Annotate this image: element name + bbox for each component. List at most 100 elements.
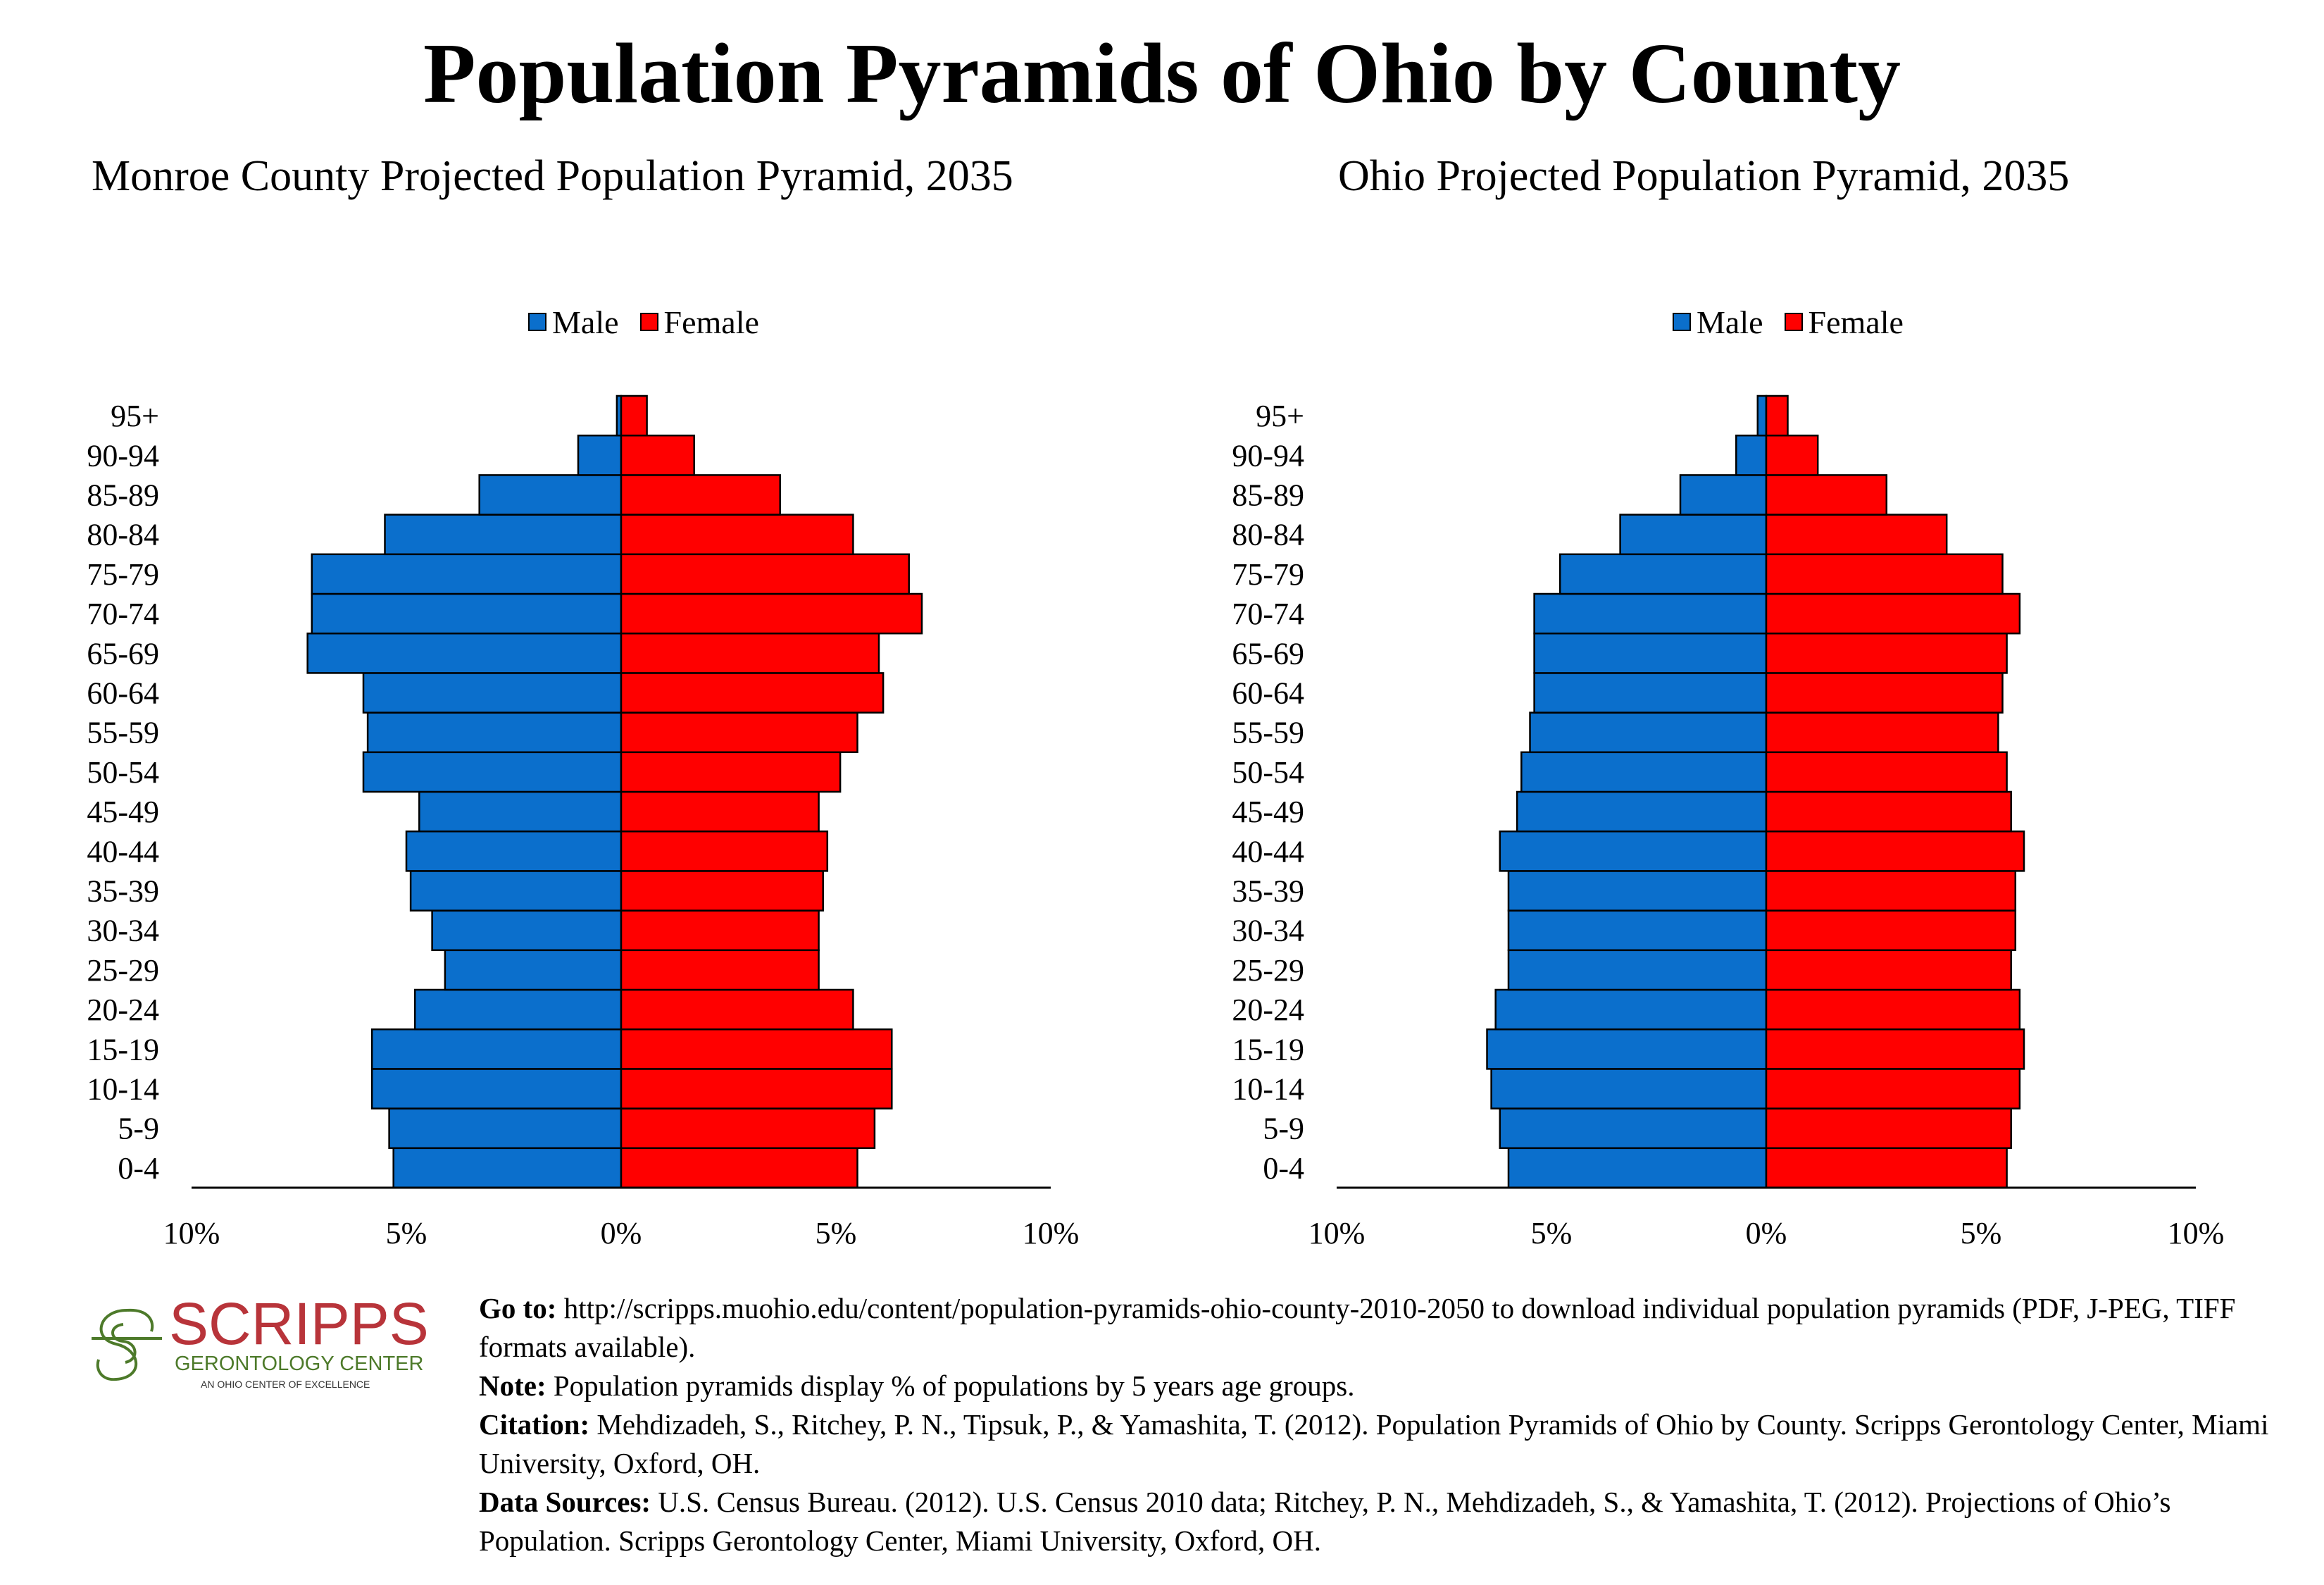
monroe-bar-female-50-54 — [620, 751, 842, 793]
ohio-bar-male-80-84 — [1619, 514, 1768, 556]
male-swatch — [1673, 313, 1691, 331]
monroe-bar-male-40-44 — [405, 830, 623, 872]
monroe-age-label: 35-39 — [87, 874, 159, 909]
footer-sources: Data Sources: U.S. Census Bureau. (2012)… — [479, 1486, 2171, 1557]
ohio-bar-female-30-34 — [1765, 909, 2017, 952]
ohio-pyramid: 0-4 5-9 10-14 15-19 20-24 25-29 30-34 35-39 40-4… — [1232, 394, 2225, 1250]
monroe-bar-male-25-29 — [444, 949, 623, 991]
monroe-bar-female-20-24 — [620, 988, 854, 1031]
legend-item-male: Male — [528, 304, 619, 341]
ohio-x-tick-label: 5% — [1531, 1216, 1573, 1250]
ohio-chart-title: Ohio Projected Population Pyramid, 2035 — [1338, 152, 2070, 200]
ohio-bar-female-5-9 — [1765, 1107, 2012, 1150]
monroe-age-label: 15-19 — [87, 1032, 159, 1067]
monroe-x-tick-label: 5% — [386, 1216, 427, 1250]
ohio-x-tick-label: 10% — [2168, 1216, 2225, 1250]
monroe-age-label: 95+ — [111, 399, 159, 433]
ohio-age-label: 15-19 — [1232, 1032, 1304, 1067]
monroe-bar-male-80-84 — [384, 514, 623, 556]
ohio-bar-male-10-14 — [1490, 1068, 1768, 1110]
ohio-age-label: 75-79 — [1232, 557, 1304, 592]
ohio-age-label: 65-69 — [1232, 636, 1304, 671]
monroe-bar-female-85-89 — [620, 474, 781, 516]
monroe-bar-male-90-94 — [577, 434, 623, 476]
monroe-bar-female-35-39 — [620, 870, 824, 912]
ohio-bar-male-25-29 — [1507, 949, 1768, 991]
monroe-pyramid: 0-4 5-9 10-14 15-19 20-24 25-29 30-34 35-39 40-4… — [87, 394, 1080, 1250]
ohio-bar-female-10-14 — [1765, 1068, 2021, 1110]
ohio-x-tick-label: 5% — [1961, 1216, 2002, 1250]
ohio-bar-male-5-9 — [1499, 1107, 1768, 1150]
ohio-bar-female-95+ — [1765, 394, 1789, 437]
monroe-chart-title: Monroe County Projected Population Pyram… — [92, 152, 1013, 200]
footer-notes: Go to: http://scripps.muohio.edu/content… — [479, 1289, 2303, 1560]
ohio-bar-female-80-84 — [1765, 514, 1948, 556]
monroe-age-label: 65-69 — [87, 636, 159, 671]
ohio-age-label: 50-54 — [1232, 755, 1304, 790]
footer-citation: Citation: Mehdizadeh, S., Ritchey, P. N.… — [479, 1408, 2269, 1479]
monroe-bar-male-15-19 — [370, 1028, 623, 1070]
monroe-bar-female-90-94 — [620, 434, 695, 476]
ohio-age-label: 90-94 — [1232, 438, 1304, 473]
ohio-age-label: 55-59 — [1232, 716, 1304, 750]
ohio-age-label: 35-39 — [1232, 874, 1304, 909]
ohio-bar-male-0-4 — [1507, 1147, 1768, 1189]
ohio-bar-female-45-49 — [1765, 790, 2012, 833]
monroe-age-label: 55-59 — [87, 716, 159, 750]
ohio-bar-female-75-79 — [1765, 553, 2004, 595]
monroe-bar-male-30-34 — [431, 909, 623, 952]
monroe-bar-male-5-9 — [388, 1107, 623, 1150]
logo-subtitle: GERONTOLOGY CENTER — [175, 1353, 423, 1375]
monroe-bar-female-25-29 — [620, 949, 820, 991]
monroe-age-label: 5-9 — [118, 1112, 159, 1146]
monroe-age-label: 90-94 — [87, 438, 159, 473]
monroe-bar-female-40-44 — [620, 830, 829, 872]
monroe-bar-female-0-4 — [620, 1147, 858, 1189]
male-swatch — [528, 313, 546, 331]
logo-tagline: AN OHIO CENTER OF EXCELLENCE — [201, 1379, 370, 1390]
ohio-bar-male-70-74 — [1533, 592, 1768, 635]
monroe-x-tick-label: 10% — [1023, 1216, 1080, 1250]
monroe-age-label: 25-29 — [87, 953, 159, 988]
ohio-bar-male-95+ — [1756, 394, 1768, 437]
ohio-age-label: 10-14 — [1232, 1072, 1304, 1107]
ohio-bar-male-60-64 — [1533, 672, 1768, 714]
monroe-age-label: 30-34 — [87, 914, 159, 948]
monroe-age-label: 85-89 — [87, 478, 159, 513]
monroe-bar-female-30-34 — [620, 909, 820, 952]
monroe-bar-female-95+ — [620, 394, 648, 437]
ohio-bar-male-85-89 — [1679, 474, 1768, 516]
ohio-bar-female-15-19 — [1765, 1028, 2025, 1070]
ohio-bar-male-40-44 — [1499, 830, 1768, 872]
ohio-age-label: 60-64 — [1232, 676, 1304, 711]
ohio-bar-male-90-94 — [1735, 434, 1768, 476]
ohio-bar-male-45-49 — [1516, 790, 1768, 833]
ohio-bar-female-60-64 — [1765, 672, 2004, 714]
monroe-age-label: 20-24 — [87, 993, 159, 1027]
monroe-bar-female-60-64 — [620, 672, 885, 714]
monroe-bar-male-50-54 — [362, 751, 623, 793]
monroe-bar-female-80-84 — [620, 514, 854, 556]
ohio-age-label: 25-29 — [1232, 953, 1304, 988]
pyramid-charts: 0-4 5-9 10-14 15-19 20-24 25-29 30-34 35-39 40-4… — [87, 394, 2225, 1250]
monroe-age-label: 75-79 — [87, 557, 159, 592]
monroe-age-label: 80-84 — [87, 518, 159, 552]
ohio-bar-female-50-54 — [1765, 751, 2008, 793]
monroe-bar-female-65-69 — [620, 632, 880, 674]
legend-item-female: Female — [639, 304, 759, 341]
monroe-legend: Male Female — [528, 299, 780, 344]
ohio-bar-female-70-74 — [1765, 592, 2021, 635]
ohio-age-label: 70-74 — [1232, 597, 1304, 631]
monroe-x-tick-label: 0% — [601, 1216, 642, 1250]
monroe-age-label: 10-14 — [87, 1072, 159, 1107]
ohio-bar-female-0-4 — [1765, 1147, 2008, 1189]
logo-mark-icon — [92, 1308, 162, 1381]
legend-label-male: Male — [1697, 304, 1763, 340]
ohio-age-label: 30-34 — [1232, 914, 1304, 948]
ohio-bar-female-65-69 — [1765, 632, 2008, 674]
ohio-legend: Male Female — [1673, 299, 1925, 344]
ohio-x-tick-label: 10% — [1308, 1216, 1366, 1250]
ohio-bar-male-65-69 — [1533, 632, 1768, 674]
ohio-bar-female-85-89 — [1765, 474, 1888, 516]
ohio-bar-male-35-39 — [1507, 870, 1768, 912]
